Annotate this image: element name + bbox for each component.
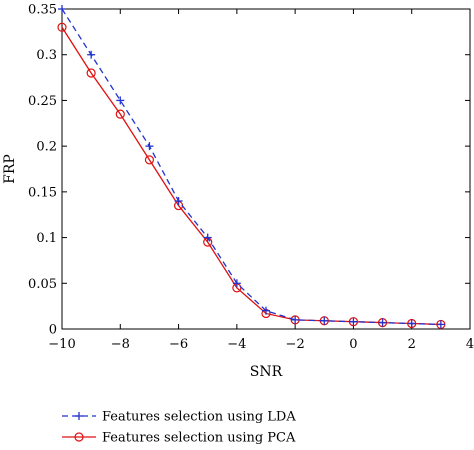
x-tick-label: −4 — [227, 337, 246, 352]
data-point-circle — [115, 109, 125, 119]
y-tick-label: 0.1 — [36, 231, 57, 246]
x-tick-label: 0 — [349, 337, 357, 352]
y-tick-label: 0.15 — [28, 185, 57, 200]
y-tick-label: 0 — [49, 323, 57, 338]
data-point-plus — [58, 5, 66, 13]
data-point-plus — [145, 142, 154, 151]
data-point-plus — [203, 233, 212, 242]
data-point-circle — [74, 432, 84, 442]
data-point-plus — [407, 319, 416, 328]
legend-item: Features selection using LDA — [62, 410, 296, 425]
data-point-plus — [378, 318, 387, 327]
x-tick-label: −6 — [169, 337, 188, 352]
data-point-circle — [57, 22, 67, 32]
data-point-circle — [144, 155, 155, 165]
data-point-plus — [262, 306, 270, 315]
y-axis-title: FRP — [2, 154, 18, 184]
legend: Features selection using LDA Features sel… — [62, 410, 296, 446]
legend-label: Features selection using LDA — [102, 410, 296, 425]
data-point-plus — [87, 50, 96, 59]
x-axis-ticks: −10 −8 −6 −4 −2 0 2 4 — [48, 9, 474, 352]
y-tick-label: 0.25 — [28, 94, 57, 109]
y-tick-label: 0.05 — [28, 277, 57, 292]
series-line — [61, 8, 441, 326]
legend-label: Features selection using PCA — [102, 431, 296, 446]
data-point-plus — [232, 279, 241, 288]
y-tick-label: 0.2 — [36, 140, 57, 155]
data-point-plus — [291, 315, 300, 324]
data-point-plus — [349, 317, 358, 326]
data-point-plus — [75, 412, 83, 420]
x-tick-label: −8 — [111, 337, 130, 352]
data-point-circle — [86, 68, 96, 78]
x-tick-label: 2 — [408, 337, 416, 352]
legend-item: Features selection using PCA — [62, 431, 296, 446]
x-tick-label: 4 — [466, 337, 474, 352]
y-tick-label: 0.35 — [28, 3, 57, 18]
y-tick-label: 0.3 — [36, 48, 57, 63]
series-pca — [57, 22, 446, 330]
x-tick-label: −2 — [286, 337, 305, 352]
x-axis-title: SNR — [250, 364, 283, 380]
data-point-plus — [116, 96, 125, 105]
series-line — [61, 26, 441, 326]
series-layer — [57, 5, 446, 330]
data-point-plus — [436, 320, 445, 329]
data-point-plus — [320, 316, 329, 325]
x-tick-label: −10 — [48, 337, 75, 352]
y-axis-ticks: 0 0.05 0.1 0.15 0.2 0.25 0.3 0.35 — [28, 3, 470, 338]
data-point-plus — [174, 197, 183, 205]
plot-area — [61, 8, 471, 330]
series-lda — [58, 5, 445, 329]
